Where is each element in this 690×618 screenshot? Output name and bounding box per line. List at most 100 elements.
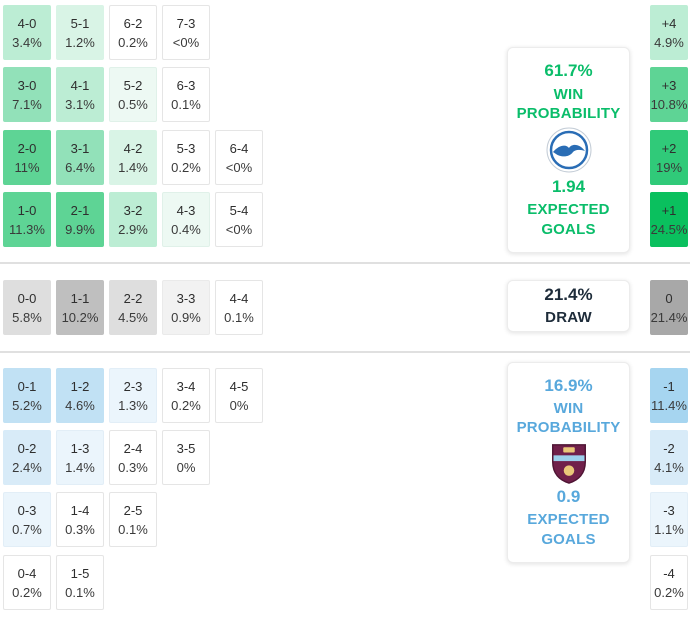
score-cell: 1-4 0.3% [56,492,104,547]
score-cell: 3-0 7.1% [3,67,51,122]
probability-label: 0.1% [171,96,201,112]
score-cell: 1-0 11.3% [3,192,51,247]
score-label: 4-4 [229,290,249,306]
score-cell: 0-1 5.2% [3,368,51,423]
win-probability-label: WIN PROBABILITY [517,399,621,438]
score-cell: 4-0 3.4% [3,5,51,60]
section-divider [0,262,690,264]
probability-label: 7.1% [12,96,42,112]
probability-label: 10.2% [61,309,99,325]
margin-cell: -4 0.2% [650,555,688,610]
probability-label: 3.1% [65,96,95,112]
margin-label: +3 [661,77,677,93]
probability-label: <0% [172,34,200,50]
expected-label: EXPECTED [527,511,610,528]
score-cell: 7-3 <0% [162,5,210,60]
score-label: 2-3 [123,378,143,394]
score-cell: 3-1 6.4% [56,130,104,185]
margin-label: +4 [661,15,677,31]
score-cell: 1-1 10.2% [56,280,104,335]
margin-label: +1 [661,202,677,218]
draw-label: DRAW [545,308,592,326]
margin-cell: +2 19% [650,130,688,185]
score-label: 3-2 [123,202,143,218]
probability-label: 4.6% [65,397,95,413]
score-cell: 3-2 2.9% [109,192,157,247]
probability-label: 1.4% [65,459,95,475]
probability-label: 0.2% [118,34,148,50]
score-label: 6-2 [123,15,143,31]
score-label: 2-4 [123,440,143,456]
probability-label: 1.1% [654,521,684,537]
probability-label: 4.5% [118,309,148,325]
margin-cell: +1 24.5% [650,192,688,247]
win-label: WIN [553,399,584,417]
probability-label: 0.4% [171,221,201,237]
score-cell: 3-5 0% [162,430,210,485]
probability-label: 0.3% [65,521,95,537]
margin-cell: -3 1.1% [650,492,688,547]
margin-cell: 0 21.4% [650,280,688,335]
score-cell: 1-2 4.6% [56,368,104,423]
score-cell: 4-3 0.4% [162,192,210,247]
score-cell: 6-2 0.2% [109,5,157,60]
score-label: 3-1 [70,140,90,156]
win-label: WIN [553,85,584,103]
score-cell: 5-4 <0% [215,192,263,247]
margin-label: -4 [663,565,675,581]
score-cell: 5-3 0.2% [162,130,210,185]
score-label: 2-5 [123,502,143,518]
probability-label: 1.3% [118,397,148,413]
score-label: 4-0 [17,15,37,31]
win-probability-label: WIN PROBABILITY [517,85,621,124]
probability-label: 0.2% [171,159,201,175]
probability-label: 1.4% [118,159,148,175]
draw-probability-card: 21.4% DRAW [507,280,630,332]
score-cell: 4-4 0.1% [215,280,263,335]
score-cell: 6-3 0.1% [162,67,210,122]
score-cell: 2-3 1.3% [109,368,157,423]
score-label: 6-4 [229,140,249,156]
probability-label: <0% [225,221,253,237]
score-label: 4-2 [123,140,143,156]
score-label: 3-5 [176,440,196,456]
margin-label: -3 [663,502,675,518]
probability-label: 11.3% [9,221,45,237]
score-cell: 4-5 0% [215,368,263,423]
score-cell: 2-4 0.3% [109,430,157,485]
probability-label: 11% [14,159,40,175]
score-cell: 1-3 1.4% [56,430,104,485]
probability-label: 0% [229,397,249,413]
probability-label: 0.1% [224,309,254,325]
score-label: 7-3 [176,15,196,31]
expected-goals-label: EXPECTED GOALS [527,200,609,239]
probability-label: 0.7% [12,521,42,537]
score-label: 0-4 [17,565,37,581]
expected-label: EXPECTED [527,201,610,218]
home-expected-goals-value: 1.94 [551,176,586,196]
margin-cell: +4 4.9% [650,5,688,60]
margin-label: -1 [663,378,675,394]
margin-label: -2 [663,440,675,456]
home-win-probability-value: 61.7% [544,61,593,80]
score-cell: 2-5 0.1% [109,492,157,547]
probability-label: 0.2% [654,584,684,600]
margin-label: +2 [661,140,677,156]
score-cell: 5-2 0.5% [109,67,157,122]
score-cell: 4-1 3.1% [56,67,104,122]
probability-label: 2.9% [118,221,148,237]
score-label: 4-3 [176,202,196,218]
score-cell: 1-5 0.1% [56,555,104,610]
score-cell: 6-4 <0% [215,130,263,185]
score-cell: 3-4 0.2% [162,368,210,423]
brighton-badge-icon [546,127,592,173]
probability-label: 5.8% [12,309,42,325]
probability-label: 11.4% [651,397,687,413]
goals-label: GOALS [541,530,596,548]
probability-label: PROBABILITY [516,419,621,437]
score-label: 1-3 [70,440,90,456]
probability-label: 24.5% [650,221,688,237]
probability-label: 4.1% [654,459,684,475]
probability-label: <0% [225,159,253,175]
